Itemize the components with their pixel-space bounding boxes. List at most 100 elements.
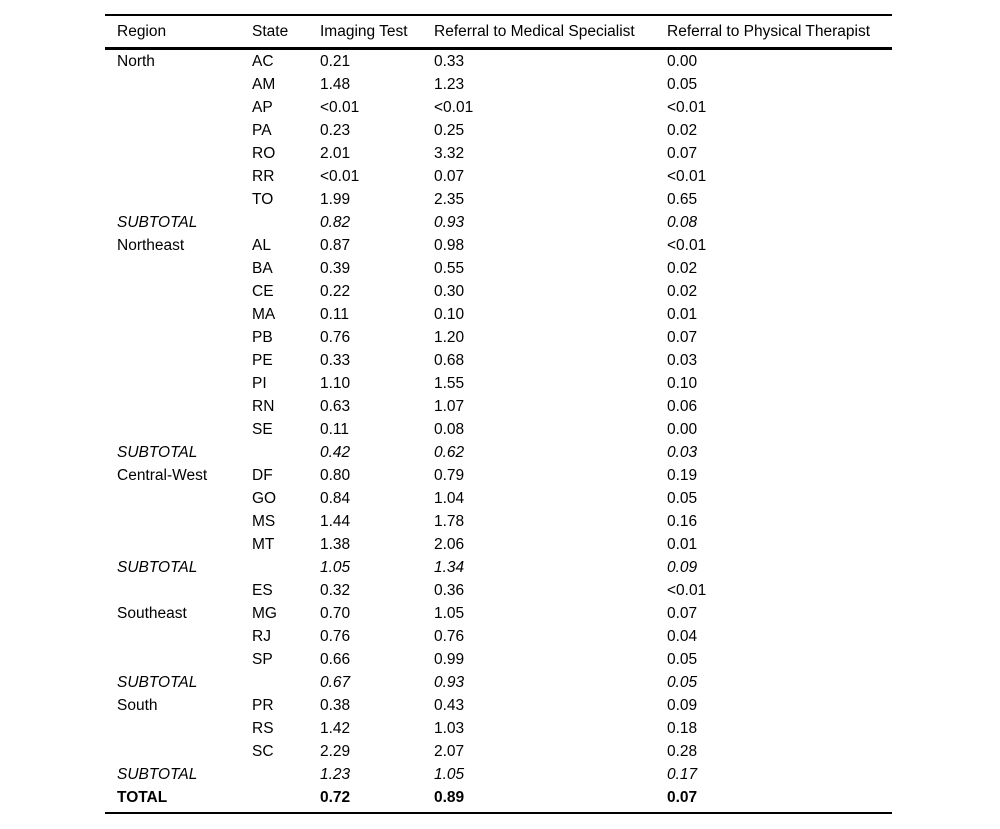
cell-imaging: 1.42 [320,719,351,737]
cell-medical: 0.93 [434,213,465,231]
cell-state: AC [252,52,274,70]
table-row: RN 0.63 1.07 0.06 [105,395,892,418]
cell-state: MG [252,604,277,622]
cell-medical: 0.36 [434,581,465,599]
cell-region: South [117,696,158,714]
cell-imaging: 0.80 [320,466,351,484]
cell-medical: 1.03 [434,719,465,737]
cell-physical: 0.07 [667,788,698,806]
table-row: PA 0.23 0.25 0.02 [105,119,892,142]
cell-imaging: 0.39 [320,259,351,277]
cell-physical: 0.65 [667,190,698,208]
cell-medical: 1.23 [434,75,465,93]
cell-physical: 0.17 [667,765,698,783]
cell-imaging: 0.11 [320,420,350,438]
cell-state: SP [252,650,273,668]
cell-state: SE [252,420,273,438]
cell-physical: <0.01 [667,236,707,254]
cell-state: MA [252,305,276,323]
cell-physical: 0.03 [667,443,698,461]
cell-region: Southeast [117,604,187,622]
cell-imaging: 1.48 [320,75,351,93]
cell-medical: 1.05 [434,765,465,783]
table-row: PE 0.33 0.68 0.03 [105,349,892,372]
table-row: Southeast MG 0.70 1.05 0.07 [105,602,892,625]
cell-imaging: 0.22 [320,282,351,300]
cell-physical: 0.02 [667,259,698,277]
cell-imaging: 0.23 [320,121,351,139]
column-header-imaging-test: Imaging Test [320,22,408,40]
cell-medical: 0.10 [434,305,465,323]
table-row: SUBTOTAL 0.82 0.93 0.08 [105,211,892,234]
cell-physical: 0.04 [667,627,698,645]
table-row: RO 2.01 3.32 0.07 [105,142,892,165]
cell-medical: 0.93 [434,673,465,691]
table-row: RR <0.01 0.07 <0.01 [105,165,892,188]
cell-medical: 2.06 [434,535,465,553]
table-row: SUBTOTAL 1.05 1.34 0.09 [105,556,892,579]
cell-region: SUBTOTAL [117,765,198,783]
cell-state: RR [252,167,275,185]
cell-imaging: 1.38 [320,535,351,553]
cell-region: SUBTOTAL [117,673,198,691]
cell-imaging: 0.32 [320,581,351,599]
cell-state: SC [252,742,274,760]
table-row: Northeast AL 0.87 0.98 <0.01 [105,234,892,257]
table-row: CE 0.22 0.30 0.02 [105,280,892,303]
table-row: ES 0.32 0.36 <0.01 [105,579,892,602]
cell-medical: 1.55 [434,374,465,392]
cell-physical: <0.01 [667,98,707,116]
table-row: GO 0.84 1.04 0.05 [105,487,892,510]
cell-physical: 0.07 [667,328,698,346]
table-row: AM 1.48 1.23 0.05 [105,73,892,96]
table-row: South PR 0.38 0.43 0.09 [105,694,892,717]
cell-imaging: 0.21 [320,52,351,70]
cell-state: MS [252,512,276,530]
cell-imaging: 0.82 [320,213,351,231]
cell-state: PR [252,696,274,714]
cell-physical: 0.06 [667,397,698,415]
cell-region: TOTAL [117,788,168,806]
table-row: Central-West DF 0.80 0.79 0.19 [105,464,892,487]
cell-state: RN [252,397,275,415]
cell-state: MT [252,535,275,553]
table-row: RS 1.42 1.03 0.18 [105,717,892,740]
cell-physical: 0.01 [667,535,698,553]
cell-physical: 0.07 [667,144,698,162]
cell-physical: 0.05 [667,489,698,507]
cell-imaging: 0.66 [320,650,351,668]
cell-state: GO [252,489,277,507]
table-row: MT 1.38 2.06 0.01 [105,533,892,556]
cell-state: CE [252,282,274,300]
cell-medical: 0.79 [434,466,465,484]
table-row: MS 1.44 1.78 0.16 [105,510,892,533]
cell-state: AM [252,75,276,93]
cell-medical: 1.78 [434,512,465,530]
table-row: PI 1.10 1.55 0.10 [105,372,892,395]
cell-state: PB [252,328,273,346]
cell-imaging: <0.01 [320,167,360,185]
cell-physical: 0.05 [667,650,698,668]
cell-state: RO [252,144,276,162]
table-row: TO 1.99 2.35 0.65 [105,188,892,211]
cell-imaging: 1.05 [320,558,351,576]
cell-physical: 0.02 [667,121,698,139]
cell-physical: 0.16 [667,512,698,530]
cell-medical: 0.43 [434,696,465,714]
cell-medical: 0.33 [434,52,465,70]
cell-imaging: 1.44 [320,512,351,530]
table-header-row: Region State Imaging Test Referral to Me… [105,16,892,50]
cell-physical: 0.00 [667,52,698,70]
column-header-state: State [252,22,289,40]
cell-imaging: 0.33 [320,351,351,369]
cell-imaging: <0.01 [320,98,360,116]
table-row: SUBTOTAL 1.23 1.05 0.17 [105,763,892,786]
cell-state: RS [252,719,274,737]
cell-region: SUBTOTAL [117,213,198,231]
cell-medical: 0.98 [434,236,465,254]
cell-medical: 1.07 [434,397,465,415]
cell-physical: 0.00 [667,420,698,438]
table-row: BA 0.39 0.55 0.02 [105,257,892,280]
cell-physical: 0.03 [667,351,698,369]
cell-physical: 0.18 [667,719,698,737]
